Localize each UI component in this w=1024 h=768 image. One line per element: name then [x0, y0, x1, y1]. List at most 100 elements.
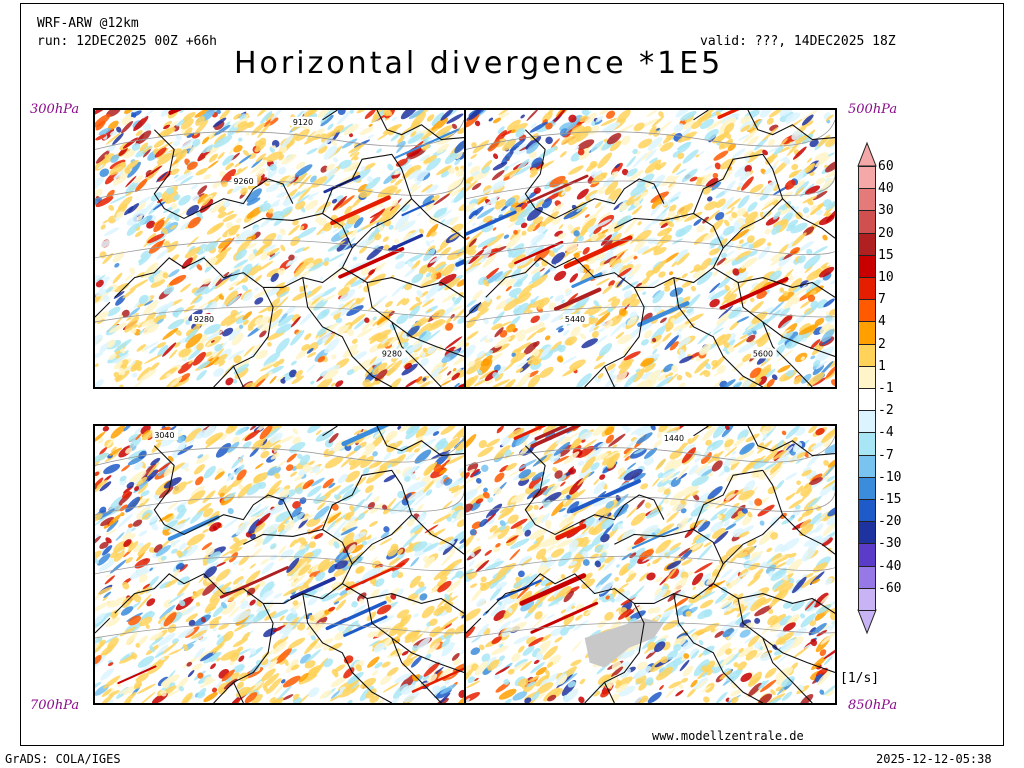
- country-border: [466, 617, 482, 634]
- country-border: [782, 198, 835, 239]
- colorbar-label: -30: [878, 536, 902, 552]
- colorbar-swatch: [858, 365, 876, 389]
- isoline: [95, 297, 464, 323]
- colorbar-swatch: [858, 543, 876, 567]
- country-border: [524, 445, 576, 536]
- contour-label: 5600: [753, 349, 773, 358]
- country-border: [114, 257, 274, 387]
- level-label-300: 300hPa: [30, 102, 80, 117]
- level-label-850: 850hPa: [848, 698, 898, 713]
- country-border: [737, 598, 835, 673]
- country-border: [322, 426, 338, 437]
- contour-label: 9120: [293, 118, 313, 127]
- timestamp-label: 2025-12-12-05:38: [876, 752, 992, 766]
- country-border: [243, 528, 353, 604]
- country-border: [466, 301, 482, 318]
- colorbar-label: -60: [878, 580, 902, 596]
- country-border: [485, 257, 645, 387]
- contour-label-bg: [562, 314, 589, 324]
- country-border: [762, 321, 813, 387]
- country-border: [604, 682, 615, 703]
- level-label-500: 500hPa: [848, 102, 898, 117]
- colorbar-label: -40: [878, 558, 902, 574]
- country-border: [693, 469, 784, 565]
- colorbar-label: -7: [878, 447, 894, 463]
- colorbar-swatch: [858, 432, 876, 456]
- isoline: [95, 613, 464, 639]
- country-border: [747, 110, 835, 141]
- contour-label: 1440: [664, 434, 684, 443]
- country-border: [322, 469, 413, 565]
- colorbar-label: -20: [878, 514, 902, 530]
- contour-label-bg: [152, 429, 179, 440]
- isoline: [95, 169, 464, 200]
- colorbar-label: 60: [878, 159, 894, 174]
- colorbar-label: 40: [878, 181, 894, 197]
- contour-label: 9260: [233, 177, 253, 186]
- country-border: [233, 682, 244, 703]
- colorbar-label: -2: [878, 403, 894, 419]
- colorbar-swatch: [858, 321, 876, 345]
- divergence-field-700hpa: 3040: [95, 426, 464, 703]
- map-panel-300hpa: 9120 9260 9280 9280: [93, 108, 466, 389]
- contour-label-bg: [379, 348, 406, 359]
- colorbar-swatch: [858, 232, 876, 256]
- isoline: [466, 613, 835, 639]
- colorbar-swatch: [858, 188, 876, 212]
- terrain-mask: [584, 618, 664, 668]
- colorbar-swatch: [858, 254, 876, 278]
- contour-label: 5440: [565, 315, 585, 324]
- colorbar-swatch: [858, 565, 876, 589]
- software-label: GrADS: COLA/IGES: [5, 752, 121, 766]
- website-label: www.modellzentrale.de: [652, 729, 804, 743]
- map-panel-500hpa: 5440 5600: [464, 108, 837, 389]
- isoline: [466, 228, 835, 259]
- colorbar-swatch: [858, 410, 876, 434]
- colorbar-label: 7: [878, 292, 886, 308]
- contour-label-bg: [231, 176, 258, 186]
- country-border: [366, 598, 464, 673]
- isoline: [95, 544, 464, 575]
- country-border: [95, 301, 111, 318]
- isoline: [466, 485, 835, 516]
- colorbar-label: -1: [878, 381, 894, 396]
- colorbar-swatch: [858, 454, 876, 478]
- colorbar-label: 1: [878, 358, 886, 374]
- country-border: [614, 528, 724, 604]
- colorbar-label: -4: [878, 425, 894, 441]
- colorbar-swatch: [858, 476, 876, 500]
- contour-label-bg: [191, 314, 218, 324]
- divergence-cells: [466, 426, 835, 703]
- isoline: [466, 544, 835, 575]
- isoline: [95, 485, 464, 516]
- colorbar-swatch: [858, 166, 876, 190]
- isoline: [466, 297, 835, 323]
- colorbar-label: 20: [878, 225, 894, 241]
- colorbar-swatch: [858, 277, 876, 301]
- country-border: [153, 129, 205, 220]
- country-border: [302, 277, 393, 387]
- contour-label: 3040: [154, 431, 174, 440]
- country-border: [411, 198, 464, 239]
- country-border: [302, 593, 393, 703]
- country-border: [604, 366, 615, 387]
- run-label: run: 12DEC2025 00Z +66h: [37, 34, 218, 49]
- contour-label: 9280: [194, 315, 214, 324]
- colorbar-label: 10: [878, 270, 894, 285]
- country-border: [376, 426, 464, 457]
- colorbar-label: 4: [878, 314, 886, 330]
- country-border: [95, 617, 111, 634]
- country-border: [693, 426, 709, 437]
- country-border: [782, 514, 835, 555]
- country-border: [574, 178, 665, 210]
- divergence-field-300hpa: 9120 9260 9280 9280: [95, 110, 464, 387]
- country-border: [153, 445, 205, 536]
- country-border: [737, 282, 835, 357]
- colorbar-swatch: [858, 521, 876, 545]
- colorbar-swatch: [858, 210, 876, 234]
- country-border: [114, 573, 274, 703]
- country-border: [747, 426, 835, 457]
- country-border: [376, 110, 464, 141]
- map-panel-700hpa: 3040: [93, 424, 466, 705]
- isoline: [466, 169, 835, 200]
